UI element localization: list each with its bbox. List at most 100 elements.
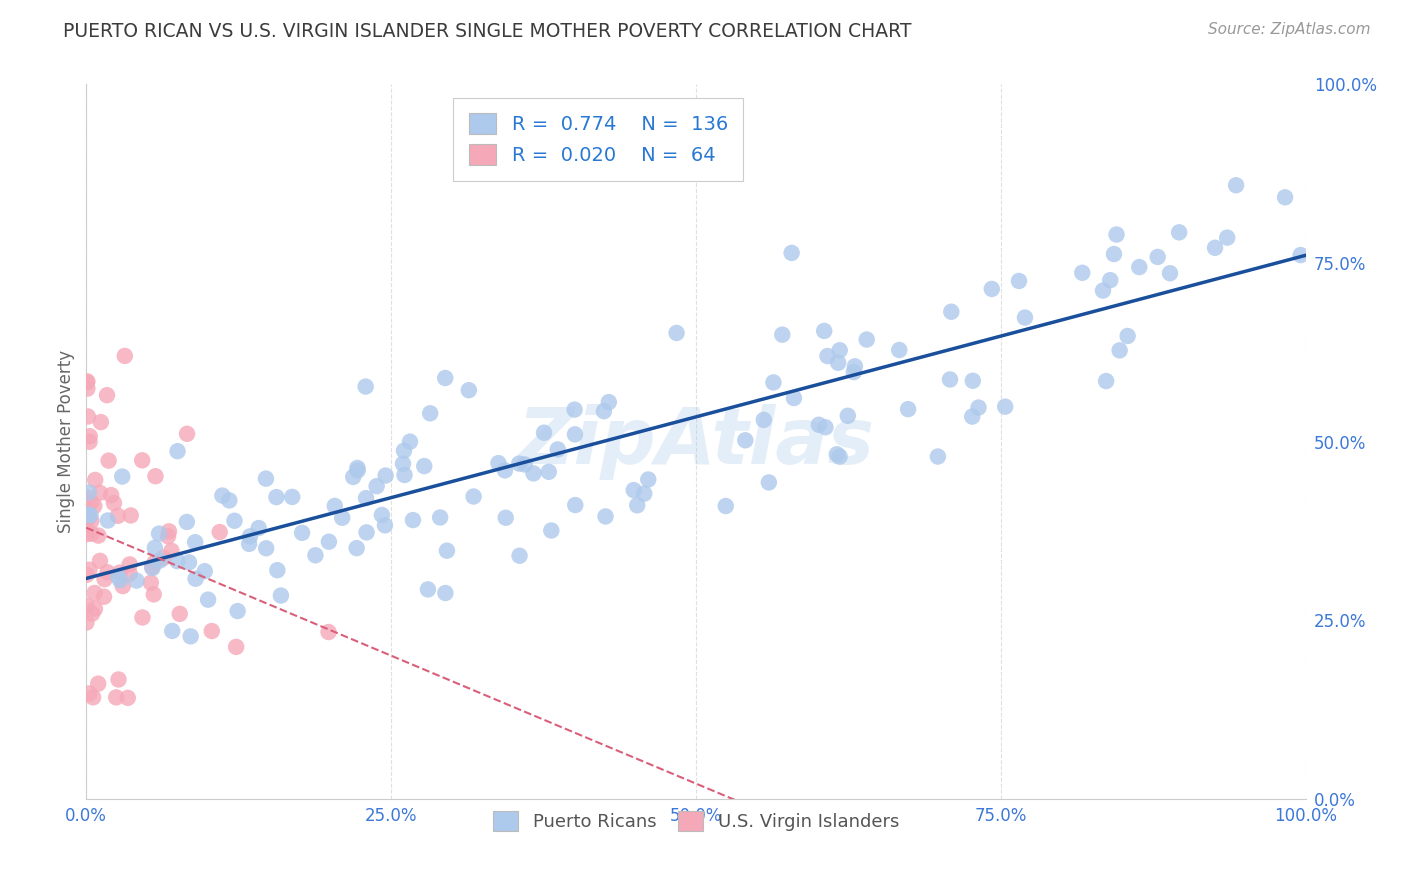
Point <box>131 453 153 467</box>
Point <box>83 586 105 600</box>
Point <box>402 513 425 527</box>
Point <box>626 498 648 512</box>
Point <box>108 566 131 580</box>
Point <box>564 427 586 442</box>
Point <box>825 447 848 461</box>
Point <box>828 343 851 358</box>
Point <box>509 549 531 563</box>
Point <box>247 521 270 535</box>
Point <box>77 409 100 424</box>
Point <box>93 590 115 604</box>
Point <box>637 473 659 487</box>
Point <box>994 400 1017 414</box>
Point <box>176 515 198 529</box>
Point <box>346 461 368 475</box>
Point <box>889 343 911 357</box>
Point <box>97 513 120 527</box>
Point <box>79 563 101 577</box>
Point <box>76 375 98 389</box>
Point <box>593 404 616 418</box>
Point <box>463 490 485 504</box>
Point <box>1008 274 1031 288</box>
Point <box>96 388 118 402</box>
Point <box>108 573 131 587</box>
Point <box>281 490 304 504</box>
Point <box>434 371 457 385</box>
Point <box>897 402 920 417</box>
Point <box>84 473 107 487</box>
Point <box>533 425 555 440</box>
Point <box>842 365 865 379</box>
Point <box>960 409 983 424</box>
Point <box>1071 266 1094 280</box>
Point <box>75 502 97 516</box>
Point <box>927 450 949 464</box>
Point <box>564 498 586 512</box>
Text: Source: ZipAtlas.com: Source: ZipAtlas.com <box>1208 22 1371 37</box>
Point <box>1108 343 1130 358</box>
Point <box>346 541 368 555</box>
Point <box>939 372 962 386</box>
Point <box>323 499 346 513</box>
Point <box>855 333 877 347</box>
Point <box>93 572 115 586</box>
Point <box>76 527 98 541</box>
Point <box>564 402 586 417</box>
Point <box>416 582 439 597</box>
Point <box>291 525 314 540</box>
Point <box>238 537 260 551</box>
Point <box>394 468 416 483</box>
Point <box>75 615 97 630</box>
Point <box>827 356 849 370</box>
Point <box>90 415 112 429</box>
Point <box>1128 260 1150 274</box>
Point <box>77 485 100 500</box>
Point <box>107 569 129 583</box>
Point <box>157 524 180 539</box>
Point <box>118 558 141 572</box>
Point <box>399 434 422 449</box>
Point <box>1216 230 1239 244</box>
Point <box>513 458 536 472</box>
Point <box>142 587 165 601</box>
Point <box>194 564 217 578</box>
Point <box>814 420 837 434</box>
Point <box>354 491 377 505</box>
Point <box>80 514 103 528</box>
Point <box>169 607 191 621</box>
Point <box>633 486 655 500</box>
Point <box>79 686 101 700</box>
Point <box>96 566 118 580</box>
Point <box>114 349 136 363</box>
Point <box>80 495 103 509</box>
Point <box>176 426 198 441</box>
Point <box>201 624 224 638</box>
Point <box>79 434 101 449</box>
Point <box>495 510 517 524</box>
Point <box>374 468 396 483</box>
Point <box>160 624 183 638</box>
Point <box>97 453 120 467</box>
Point <box>598 395 620 409</box>
Point <box>82 690 104 705</box>
Point <box>1102 247 1125 261</box>
Point <box>392 457 415 471</box>
Point <box>318 625 340 640</box>
Point <box>813 324 835 338</box>
Point <box>1204 241 1226 255</box>
Point <box>87 676 110 690</box>
Point <box>103 496 125 510</box>
Point <box>752 413 775 427</box>
Point <box>77 508 100 522</box>
Point <box>166 444 188 458</box>
Point <box>758 475 780 490</box>
Point <box>844 359 866 374</box>
Point <box>356 525 378 540</box>
Point <box>152 550 174 565</box>
Point <box>457 383 479 397</box>
Point <box>1099 273 1122 287</box>
Point <box>254 541 277 556</box>
Point <box>346 463 368 477</box>
Point <box>967 401 990 415</box>
Point <box>76 599 98 613</box>
